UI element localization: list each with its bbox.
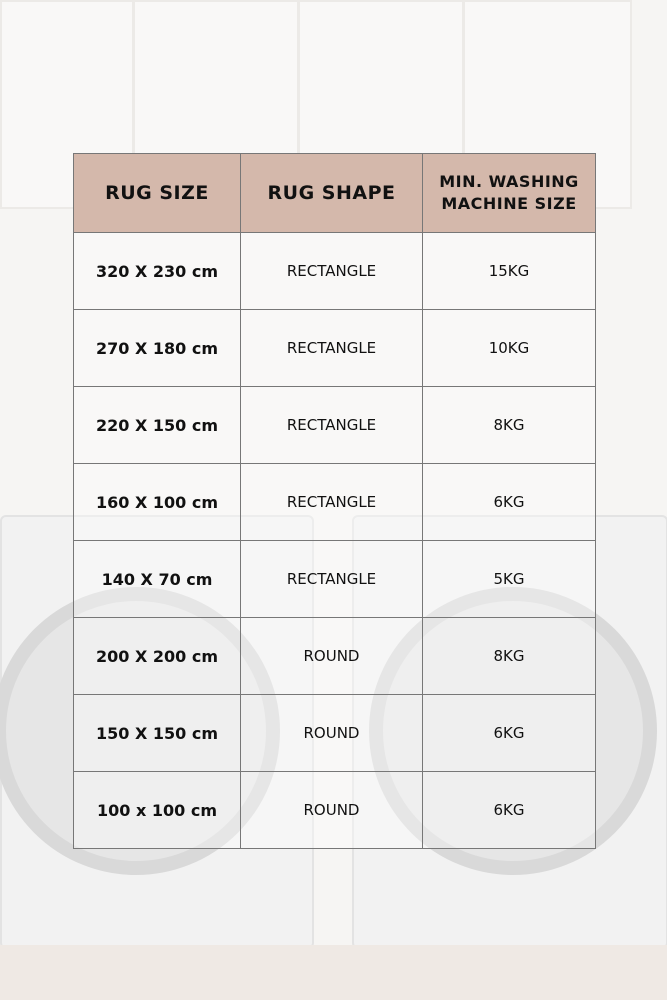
rug-size-table: RUG SIZE RUG SHAPE MIN. WASHING MACHINE … [73,153,596,849]
table-row: 100 x 100 cm ROUND 6KG [73,771,596,849]
table-row: 160 X 100 cm RECTANGLE 6KG [73,463,596,541]
rug-shape-cell: RECTANGLE [240,232,423,310]
machine-size-cell: 10KG [422,309,596,387]
rug-shape-cell: RECTANGLE [240,540,423,618]
rug-size-cell: 160 X 100 cm [73,463,241,541]
rug-size-cell: 150 X 150 cm [73,694,241,772]
table-row: 270 X 180 cm RECTANGLE 10KG [73,309,596,387]
rug-size-cell: 270 X 180 cm [73,309,241,387]
table-row: 140 X 70 cm RECTANGLE 5KG [73,540,596,618]
machine-size-cell: 5KG [422,540,596,618]
header-rug-size: RUG SIZE [73,153,241,233]
table-header-row: RUG SIZE RUG SHAPE MIN. WASHING MACHINE … [73,153,596,233]
rug-size-cell: 220 X 150 cm [73,386,241,464]
table-row: 220 X 150 cm RECTANGLE 8KG [73,386,596,464]
machine-size-cell: 8KG [422,617,596,695]
table-row: 200 X 200 cm ROUND 8KG [73,617,596,695]
rug-size-cell: 320 X 230 cm [73,232,241,310]
header-rug-shape: RUG SHAPE [240,153,423,233]
machine-size-cell: 6KG [422,463,596,541]
table-row: 320 X 230 cm RECTANGLE 15KG [73,232,596,310]
rug-shape-cell: RECTANGLE [240,463,423,541]
rug-size-cell: 100 x 100 cm [73,771,241,849]
rug-shape-cell: ROUND [240,694,423,772]
table-row: 150 X 150 cm ROUND 6KG [73,694,596,772]
rug-shape-cell: RECTANGLE [240,386,423,464]
machine-size-cell: 8KG [422,386,596,464]
rug-size-cell: 200 X 200 cm [73,617,241,695]
machine-size-cell: 6KG [422,771,596,849]
rug-shape-cell: ROUND [240,771,423,849]
rug-size-cell: 140 X 70 cm [73,540,241,618]
machine-size-cell: 15KG [422,232,596,310]
header-min-washing-machine-size: MIN. WASHING MACHINE SIZE [422,153,596,233]
machine-size-cell: 6KG [422,694,596,772]
rug-shape-cell: ROUND [240,617,423,695]
rug-shape-cell: RECTANGLE [240,309,423,387]
